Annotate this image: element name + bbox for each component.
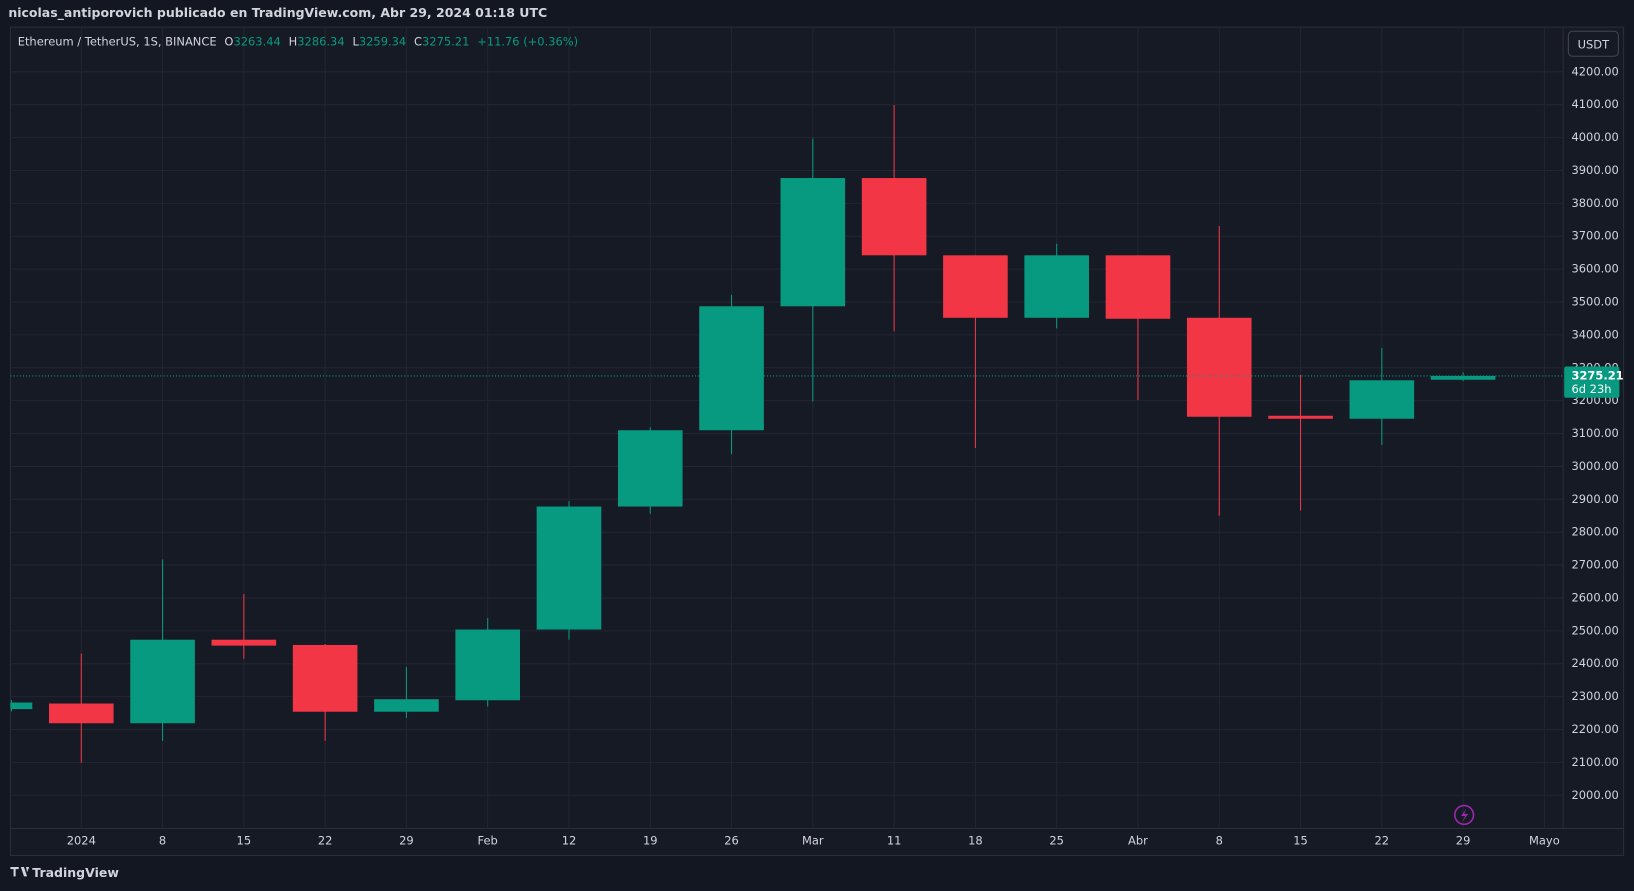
change: +11.76 (+0.36%): [477, 34, 578, 48]
y-tick-label: 3100.00: [1571, 426, 1618, 440]
last-price-tag: [1564, 366, 1620, 398]
candle-body: [1024, 255, 1089, 318]
y-tick-label: 4200.00: [1571, 64, 1618, 78]
x-tick-label: 22: [1375, 833, 1390, 847]
x-tick-label: Mayo: [1529, 833, 1560, 847]
x-tick-label: Mar: [802, 833, 824, 847]
high-value: 3286.34: [297, 34, 344, 48]
y-tick-label: 3800.00: [1571, 196, 1618, 210]
candle-body: [617, 430, 683, 507]
candle-body: [1105, 255, 1171, 319]
y-tick-label: 3900.00: [1571, 163, 1618, 177]
x-tick-label: Feb: [478, 833, 498, 847]
close-label: C: [414, 34, 422, 48]
brand: TradingView: [32, 865, 119, 880]
alert-bolt: [1461, 808, 1469, 823]
chart-pane: [9, 26, 1625, 857]
y-tick-label: 2300.00: [1571, 689, 1618, 703]
candle-body: [943, 255, 1008, 318]
x-tick-label: 25: [1049, 833, 1064, 847]
y-tick-label: 2100.00: [1571, 755, 1618, 769]
candle-body: [1349, 380, 1415, 419]
candle-body: [130, 639, 195, 724]
x-tick-label: Abr: [1128, 833, 1148, 847]
publisher-line: nicolas_antiporovich publicado en Tradin…: [8, 5, 547, 21]
y-tick-label: 3500.00: [1571, 295, 1618, 309]
candle-body: [1186, 317, 1252, 417]
candle-body: [374, 699, 439, 712]
candles: [10, 105, 1496, 763]
x-tick-label: 15: [1293, 833, 1308, 847]
candle-body: [780, 178, 846, 307]
y-tick-label: 3400.00: [1571, 327, 1618, 341]
x-tick-label: 2024: [67, 833, 96, 847]
x-tick-label: 15: [237, 833, 252, 847]
alert-icon[interactable]: [1453, 804, 1475, 826]
y-tick-label: 2900.00: [1571, 492, 1618, 506]
y-tick-label: 2800.00: [1571, 525, 1618, 539]
countdown: 6d 23h: [1571, 382, 1611, 396]
y-tick-label: 4100.00: [1571, 97, 1618, 111]
x-tick-label: 11: [887, 833, 902, 847]
grid: [10, 27, 1564, 829]
candle-body: [1430, 375, 1496, 380]
y-tick-label: 3700.00: [1571, 229, 1618, 243]
low-label: L: [352, 34, 359, 48]
low-value: 3259.34: [359, 34, 406, 48]
x-tick-label: 29: [1456, 833, 1471, 847]
x-tick-label: 8: [1216, 833, 1223, 847]
y-tick-label: 4000.00: [1571, 130, 1618, 144]
x-tick-label: 22: [318, 833, 333, 847]
y-tick-label: 2600.00: [1571, 590, 1618, 604]
y-tick-label: 2200.00: [1571, 722, 1618, 736]
y-tick-label: 2400.00: [1571, 656, 1618, 670]
y-tick-label: 2500.00: [1571, 623, 1618, 637]
high-label: H: [289, 34, 298, 48]
x-tick-label: 26: [724, 833, 739, 847]
y-tick-label: 3600.00: [1571, 262, 1618, 276]
open-label: O: [224, 34, 233, 48]
y-tick-label: 2000.00: [1571, 788, 1618, 802]
close-value: 3275.21: [422, 34, 469, 48]
candle-body: [1268, 415, 1333, 419]
candle-body: [292, 644, 358, 712]
candle-body: [48, 703, 114, 724]
x-tick-label: 8: [159, 833, 166, 847]
x-tick-label: 12: [562, 833, 577, 847]
x-tick-label: 19: [643, 833, 658, 847]
currency-button[interactable]: [1567, 30, 1619, 57]
last-price-label: 3275.21: [1571, 368, 1623, 382]
x-tick-label: 18: [968, 833, 983, 847]
candle-body: [861, 178, 927, 256]
currency[interactable]: USDT: [1578, 37, 1610, 51]
x-tick-label: 29: [399, 833, 414, 847]
y-tick-label: 2700.00: [1571, 558, 1618, 572]
candle-body: [455, 629, 521, 701]
candle-body: [211, 639, 277, 646]
candle-body: [10, 702, 33, 710]
y-tick-label: 3000.00: [1571, 459, 1618, 473]
candle-body: [699, 306, 764, 431]
legend: Ethereum / TetherUS, 1S, BINANCE O3263.4…: [18, 34, 578, 48]
open-value: 3263.44: [233, 34, 280, 48]
candle-body: [536, 506, 602, 630]
chart-title: Ethereum / TetherUS, 1S, BINANCE: [18, 34, 217, 48]
brand-logo: [10, 867, 30, 877]
